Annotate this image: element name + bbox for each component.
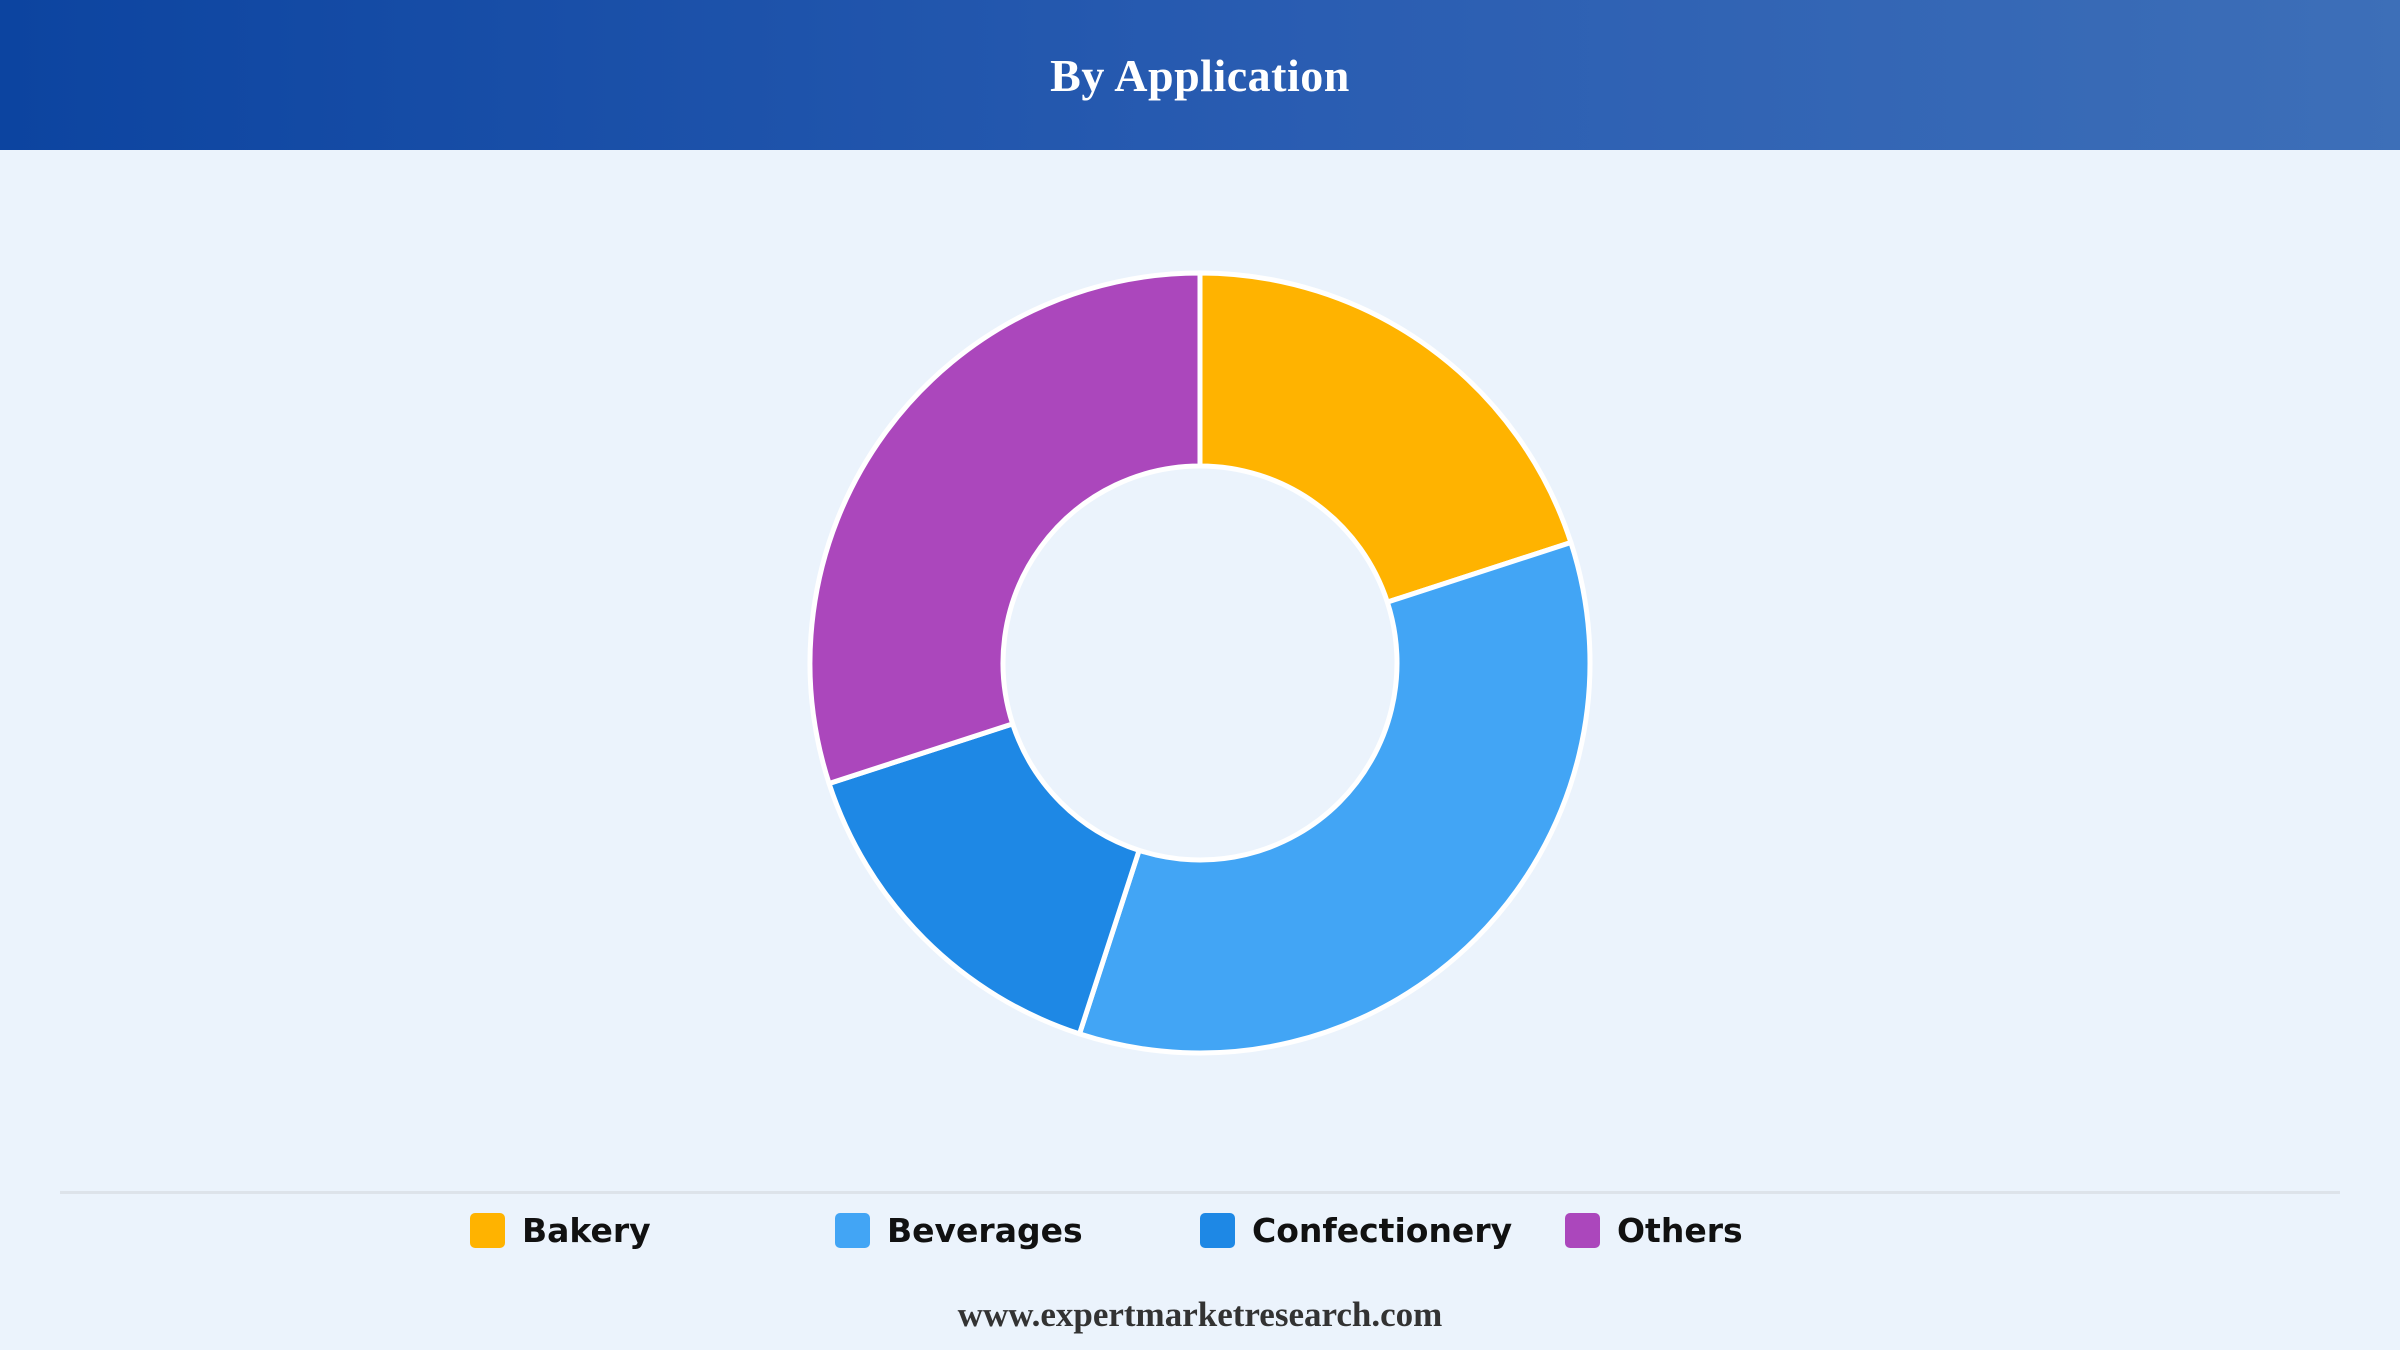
legend-label-confectionery: Confectionery [1252,1210,1513,1250]
slice-confectionery[interactable] [826,721,1142,1037]
legend-swatch-others [1565,1212,1600,1248]
chart-area [0,150,2400,1190]
header-banner: By Application [0,0,2400,150]
legend-label-bakery: Bakery [522,1210,651,1250]
legend-divider [60,1191,2340,1194]
legend-label-beverages: Beverages [887,1210,1083,1250]
chart-title: By Application [1050,49,1350,101]
legend-swatch-bakery [470,1212,505,1248]
legend-swatch-confectionery [1200,1212,1235,1248]
slice-bakery[interactable] [1197,270,1574,605]
legend-item-bakery[interactable]: Bakery [470,1205,651,1255]
legend: Bakery Beverages Confectionery Others [0,1205,2400,1255]
slice-others[interactable] [807,270,1203,787]
legend-item-others[interactable]: Others [1565,1205,1743,1255]
slice-beverages[interactable] [1076,539,1593,1056]
source-url: www.expertmarketresearch.com [957,1295,1443,1334]
donut-chart [807,270,1593,1056]
legend-swatch-beverages [835,1212,870,1248]
legend-item-confectionery[interactable]: Confectionery [1200,1205,1512,1255]
legend-item-beverages[interactable]: Beverages [835,1205,1083,1255]
legend-label-others: Others [1617,1210,1743,1250]
